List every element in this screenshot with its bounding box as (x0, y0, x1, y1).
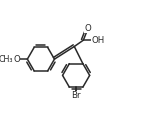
Text: O: O (14, 55, 20, 64)
Text: Br: Br (71, 91, 81, 100)
Text: OH: OH (91, 36, 104, 45)
Text: CH₃: CH₃ (0, 55, 13, 64)
Text: O: O (84, 24, 91, 33)
